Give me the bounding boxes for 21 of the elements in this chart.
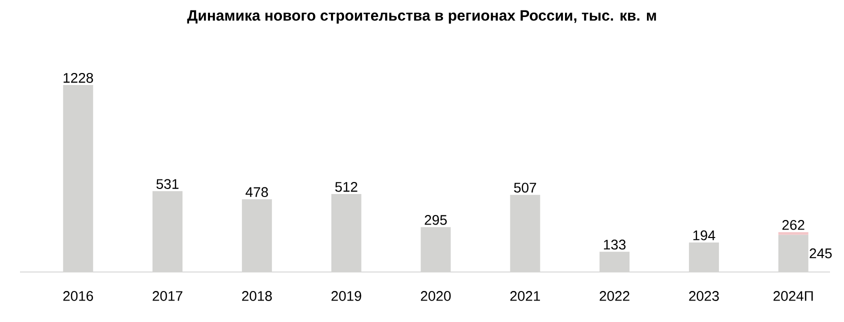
bar [778,232,808,235]
x-tick-label: 2023 [689,291,719,301]
data-label: 133 [604,240,626,250]
chart-title: Динамика нового строительства в регионах России, тыс. кв. м [187,10,656,24]
data-label: 478 [246,187,268,198]
x-tick-label: 2019 [332,291,362,301]
x-tick-label: 2020 [420,291,451,301]
data-label: 295 [424,215,447,225]
x-tick-label: 2017 [152,291,182,301]
x-tick-label: 2018 [242,291,272,301]
x-tick-label: 2022 [600,291,630,301]
data-label: 1228 [64,72,94,83]
data-label: 531 [156,179,178,189]
data-label: 245 [810,248,832,258]
x-tick-label: 2021 [510,291,540,301]
data-label: 512 [335,182,358,192]
x-tick-label: 2016 [63,291,94,301]
data-label: 194 [693,230,716,240]
x-tick-label: 2024П [774,291,813,301]
data-label: 507 [514,182,536,193]
total-label: 262 [782,220,804,230]
